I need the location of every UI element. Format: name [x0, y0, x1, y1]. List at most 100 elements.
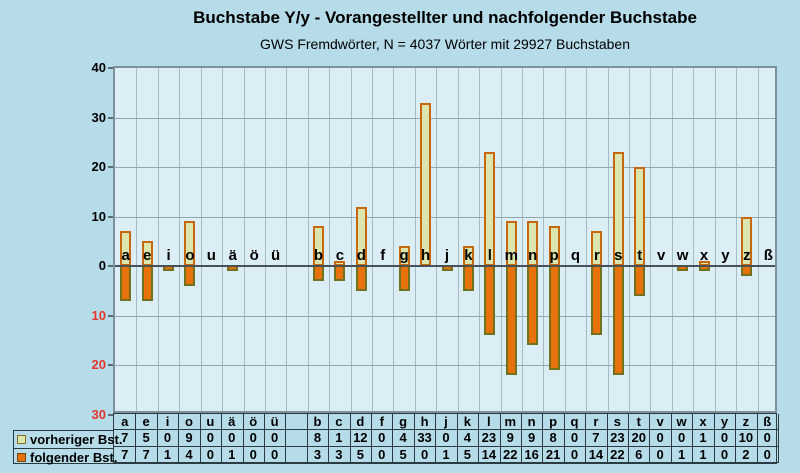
bar-vorheriger	[312, 226, 324, 266]
vertical-gridline	[586, 68, 588, 411]
category-letter: v	[657, 247, 666, 264]
table-letter-cell: v	[649, 414, 672, 431]
legend-item-vorheriger: vorheriger Bst.	[14, 431, 122, 448]
table-vorheriger-cell: 23	[478, 430, 501, 447]
horizontal-gridline	[115, 365, 775, 366]
vertical-gridline	[243, 68, 245, 411]
table-letter-cell: c	[328, 414, 351, 431]
table-folgender-cell: 0	[713, 446, 737, 463]
vertical-gridline	[543, 68, 545, 411]
category-letter: ü	[271, 247, 281, 264]
vertical-gridline	[264, 68, 266, 411]
category-letter: r	[594, 247, 600, 264]
table-vorheriger-cell: 0	[199, 430, 223, 447]
vertical-gridline	[714, 68, 716, 411]
table-folgender-cell: 5	[392, 446, 415, 463]
category-letter: w	[676, 247, 689, 264]
table-letter-cell: ö	[242, 414, 265, 431]
table-folgender-cell: 0	[199, 446, 223, 463]
vertical-gridline	[372, 68, 374, 411]
category-letter: c	[335, 247, 345, 264]
table-vorheriger-cell: 9	[520, 430, 544, 447]
table-letter-cell: ß	[756, 414, 779, 431]
bar-folgender	[677, 266, 689, 271]
horizontal-gridline	[115, 216, 775, 218]
table-vorheriger-cell: 33	[413, 430, 437, 447]
table-folgender-cell: 7	[114, 446, 137, 463]
bar-folgender	[355, 266, 367, 291]
table-folgender-cell	[285, 446, 308, 463]
vertical-gridline	[671, 68, 673, 411]
table-letter-cell: h	[413, 414, 437, 431]
vertical-gridline	[693, 68, 695, 411]
category-letter: y	[721, 247, 730, 264]
y-axis-tick	[108, 413, 113, 416]
table-folgender-cell: 1	[692, 446, 715, 463]
vertical-gridline	[736, 68, 738, 411]
table-folgender-cell: 21	[542, 446, 565, 463]
chart-title: Buchstabe Y/y - Vorangestellter und nach…	[193, 8, 697, 27]
bar-folgender	[634, 266, 646, 296]
category-letter: e	[142, 247, 152, 264]
table-letter-cell: r	[585, 414, 608, 431]
table-folgender-cell: 16	[520, 446, 544, 463]
table-letter-cell: ü	[263, 414, 287, 431]
vertical-gridline	[650, 68, 652, 411]
table-vorheriger-cell: 8	[542, 430, 565, 447]
bar-folgender	[398, 266, 410, 291]
table-letter-cell: ä	[221, 414, 244, 431]
bar-folgender	[741, 266, 753, 276]
vertical-gridline	[500, 68, 502, 411]
table-folgender-cell: 0	[649, 446, 672, 463]
chart-subtitle: GWS Fremdwörter, N = 4037 Wörter mit 299…	[260, 36, 630, 52]
vorheriger-swatch-icon	[17, 435, 26, 444]
category-letter: ß	[763, 247, 773, 264]
y-axis-label: 10	[91, 307, 106, 323]
table-folgender-cell: 4	[178, 446, 201, 463]
table-letter-cell: o	[178, 414, 201, 431]
table-vorheriger-cell: 8	[306, 430, 330, 447]
table-letter-cell: l	[478, 414, 501, 431]
category-letter: n	[528, 247, 538, 264]
table-vorheriger-cell: 0	[371, 430, 394, 447]
y-axis-label: 30	[91, 109, 106, 125]
table-letter-cell: p	[542, 414, 565, 431]
y-axis-tick	[108, 215, 113, 218]
horizontal-gridline	[115, 315, 775, 317]
bar-vorheriger	[698, 261, 710, 266]
table-vorheriger-cell: 0	[713, 430, 737, 447]
table-folgender-cell: 5	[456, 446, 480, 463]
table-vorheriger-cell	[285, 430, 308, 447]
table-folgender-cell: 2	[735, 446, 758, 463]
table-letter-cell: b	[306, 414, 330, 431]
table-vorheriger-cell: 9	[499, 430, 522, 447]
table-vorheriger-cell: 0	[435, 430, 458, 447]
table-vorheriger-cell: 1	[692, 430, 715, 447]
table-letter-cell: k	[456, 414, 480, 431]
y-axis-tick	[108, 116, 113, 119]
vertical-gridline	[521, 68, 523, 411]
bar-vorheriger	[398, 246, 410, 266]
vertical-gridline	[179, 68, 181, 411]
y-axis-label: 20	[91, 159, 106, 174]
y-axis-tick	[108, 67, 113, 69]
y-axis-tick	[108, 364, 113, 366]
category-letter: u	[206, 247, 216, 264]
table-folgender-cell: 5	[349, 446, 373, 463]
table-letter-cell: m	[499, 414, 522, 431]
category-letter: t	[637, 247, 643, 264]
table-vorheriger-cell: 0	[263, 430, 287, 447]
vertical-gridline	[629, 68, 631, 411]
horizontal-gridline	[115, 167, 775, 168]
vertical-gridline	[757, 68, 759, 411]
table-letter-cell: w	[670, 414, 694, 431]
table-folgender-cell: 22	[499, 446, 522, 463]
table-folgender-cell: 0	[413, 446, 437, 463]
category-letter: s	[614, 247, 623, 264]
table-letter-cell: i	[156, 414, 180, 431]
table-letter-cell: x	[692, 414, 715, 431]
vertical-gridline	[414, 68, 416, 411]
table-vorheriger-cell: 7	[585, 430, 608, 447]
table-vorheriger-cell: 0	[221, 430, 244, 447]
